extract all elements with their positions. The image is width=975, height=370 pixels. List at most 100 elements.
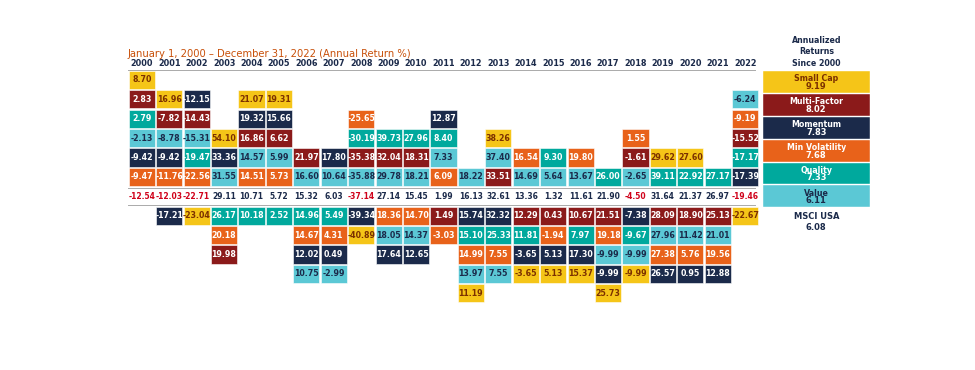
FancyBboxPatch shape	[293, 206, 320, 225]
FancyBboxPatch shape	[486, 206, 512, 225]
Text: 15.74: 15.74	[458, 211, 484, 220]
Text: 2016: 2016	[569, 58, 592, 67]
Text: 18.31: 18.31	[404, 153, 428, 162]
Text: 26.17: 26.17	[212, 211, 237, 220]
FancyBboxPatch shape	[156, 206, 182, 225]
FancyBboxPatch shape	[705, 245, 731, 263]
FancyBboxPatch shape	[595, 226, 621, 244]
Text: 13.67: 13.67	[568, 172, 593, 181]
FancyBboxPatch shape	[293, 245, 320, 263]
FancyBboxPatch shape	[266, 110, 292, 128]
Text: 14.67: 14.67	[293, 231, 319, 240]
FancyBboxPatch shape	[540, 265, 566, 283]
FancyBboxPatch shape	[622, 245, 648, 263]
Text: 26.00: 26.00	[596, 172, 620, 181]
FancyBboxPatch shape	[430, 110, 456, 128]
Text: 2000: 2000	[131, 58, 153, 67]
Text: 27.96: 27.96	[650, 231, 676, 240]
Text: 14.70: 14.70	[404, 211, 428, 220]
Text: -4.50: -4.50	[625, 192, 646, 201]
Text: 25.73: 25.73	[596, 289, 620, 298]
Text: 15.32: 15.32	[294, 192, 318, 201]
FancyBboxPatch shape	[567, 168, 594, 186]
FancyBboxPatch shape	[348, 129, 374, 147]
Text: 15.66: 15.66	[266, 114, 292, 123]
Text: 29.78: 29.78	[376, 172, 401, 181]
Text: 28.09: 28.09	[650, 211, 676, 220]
Text: 21.37: 21.37	[679, 192, 702, 201]
Text: 8.70: 8.70	[132, 75, 151, 84]
Text: 21.97: 21.97	[294, 153, 319, 162]
FancyBboxPatch shape	[129, 148, 155, 166]
Text: 12.87: 12.87	[431, 114, 456, 123]
Text: -2.13: -2.13	[131, 134, 153, 142]
FancyBboxPatch shape	[732, 129, 759, 147]
FancyBboxPatch shape	[293, 265, 320, 283]
Text: 31.55: 31.55	[212, 172, 237, 181]
Text: 9.19: 9.19	[806, 82, 827, 91]
FancyBboxPatch shape	[348, 110, 374, 128]
Text: 54.10: 54.10	[212, 134, 237, 142]
Text: 20.18: 20.18	[212, 231, 236, 240]
FancyBboxPatch shape	[430, 148, 456, 166]
Text: -39.34: -39.34	[347, 211, 375, 220]
Text: 22.92: 22.92	[678, 172, 703, 181]
Text: MSCI USA
6.08: MSCI USA 6.08	[794, 212, 839, 232]
FancyBboxPatch shape	[458, 226, 484, 244]
FancyBboxPatch shape	[458, 284, 484, 302]
Text: 19.56: 19.56	[705, 250, 730, 259]
Text: 18.22: 18.22	[458, 172, 484, 181]
FancyBboxPatch shape	[649, 206, 676, 225]
Text: -6.24: -6.24	[734, 95, 757, 104]
FancyBboxPatch shape	[348, 148, 374, 166]
FancyBboxPatch shape	[458, 206, 484, 225]
Text: 2020: 2020	[680, 58, 702, 67]
Text: 6.03: 6.03	[325, 192, 343, 201]
Text: 15.10: 15.10	[458, 231, 484, 240]
Text: -35.88: -35.88	[347, 172, 375, 181]
FancyBboxPatch shape	[375, 226, 402, 244]
FancyBboxPatch shape	[266, 168, 292, 186]
Text: 2008: 2008	[350, 58, 372, 67]
FancyBboxPatch shape	[266, 206, 292, 225]
Text: 25.13: 25.13	[705, 211, 730, 220]
Text: -9.99: -9.99	[597, 250, 619, 259]
Text: Annualized
Returns
Since 2000: Annualized Returns Since 2000	[792, 36, 841, 67]
FancyBboxPatch shape	[430, 206, 456, 225]
Text: -12.03: -12.03	[156, 192, 182, 201]
FancyBboxPatch shape	[293, 226, 320, 244]
FancyBboxPatch shape	[678, 148, 703, 166]
FancyBboxPatch shape	[622, 206, 648, 225]
FancyBboxPatch shape	[649, 168, 676, 186]
FancyBboxPatch shape	[762, 162, 870, 185]
Text: 2.79: 2.79	[132, 114, 151, 123]
Text: 17.80: 17.80	[322, 153, 346, 162]
FancyBboxPatch shape	[513, 226, 539, 244]
FancyBboxPatch shape	[239, 129, 264, 147]
Text: -17.39: -17.39	[731, 172, 760, 181]
Text: 14.37: 14.37	[404, 231, 428, 240]
Text: -2.65: -2.65	[624, 172, 646, 181]
FancyBboxPatch shape	[705, 168, 731, 186]
FancyBboxPatch shape	[567, 206, 594, 225]
Text: 7.83: 7.83	[806, 128, 827, 137]
Text: 29.11: 29.11	[213, 192, 236, 201]
Text: 33.51: 33.51	[486, 172, 511, 181]
Text: -40.89: -40.89	[347, 231, 375, 240]
Text: 2005: 2005	[268, 58, 291, 67]
Text: 21.90: 21.90	[596, 192, 620, 201]
FancyBboxPatch shape	[403, 129, 429, 147]
FancyBboxPatch shape	[595, 245, 621, 263]
FancyBboxPatch shape	[403, 245, 429, 263]
FancyBboxPatch shape	[762, 185, 870, 207]
FancyBboxPatch shape	[486, 168, 512, 186]
Text: 2009: 2009	[377, 58, 400, 67]
Text: 27.60: 27.60	[678, 153, 703, 162]
Text: -37.14: -37.14	[348, 192, 374, 201]
Text: 1.99: 1.99	[434, 192, 452, 201]
FancyBboxPatch shape	[211, 168, 237, 186]
Text: -17.17: -17.17	[731, 153, 760, 162]
Text: 2017: 2017	[597, 58, 619, 67]
Text: 29.62: 29.62	[650, 153, 676, 162]
Text: 2002: 2002	[185, 58, 208, 67]
